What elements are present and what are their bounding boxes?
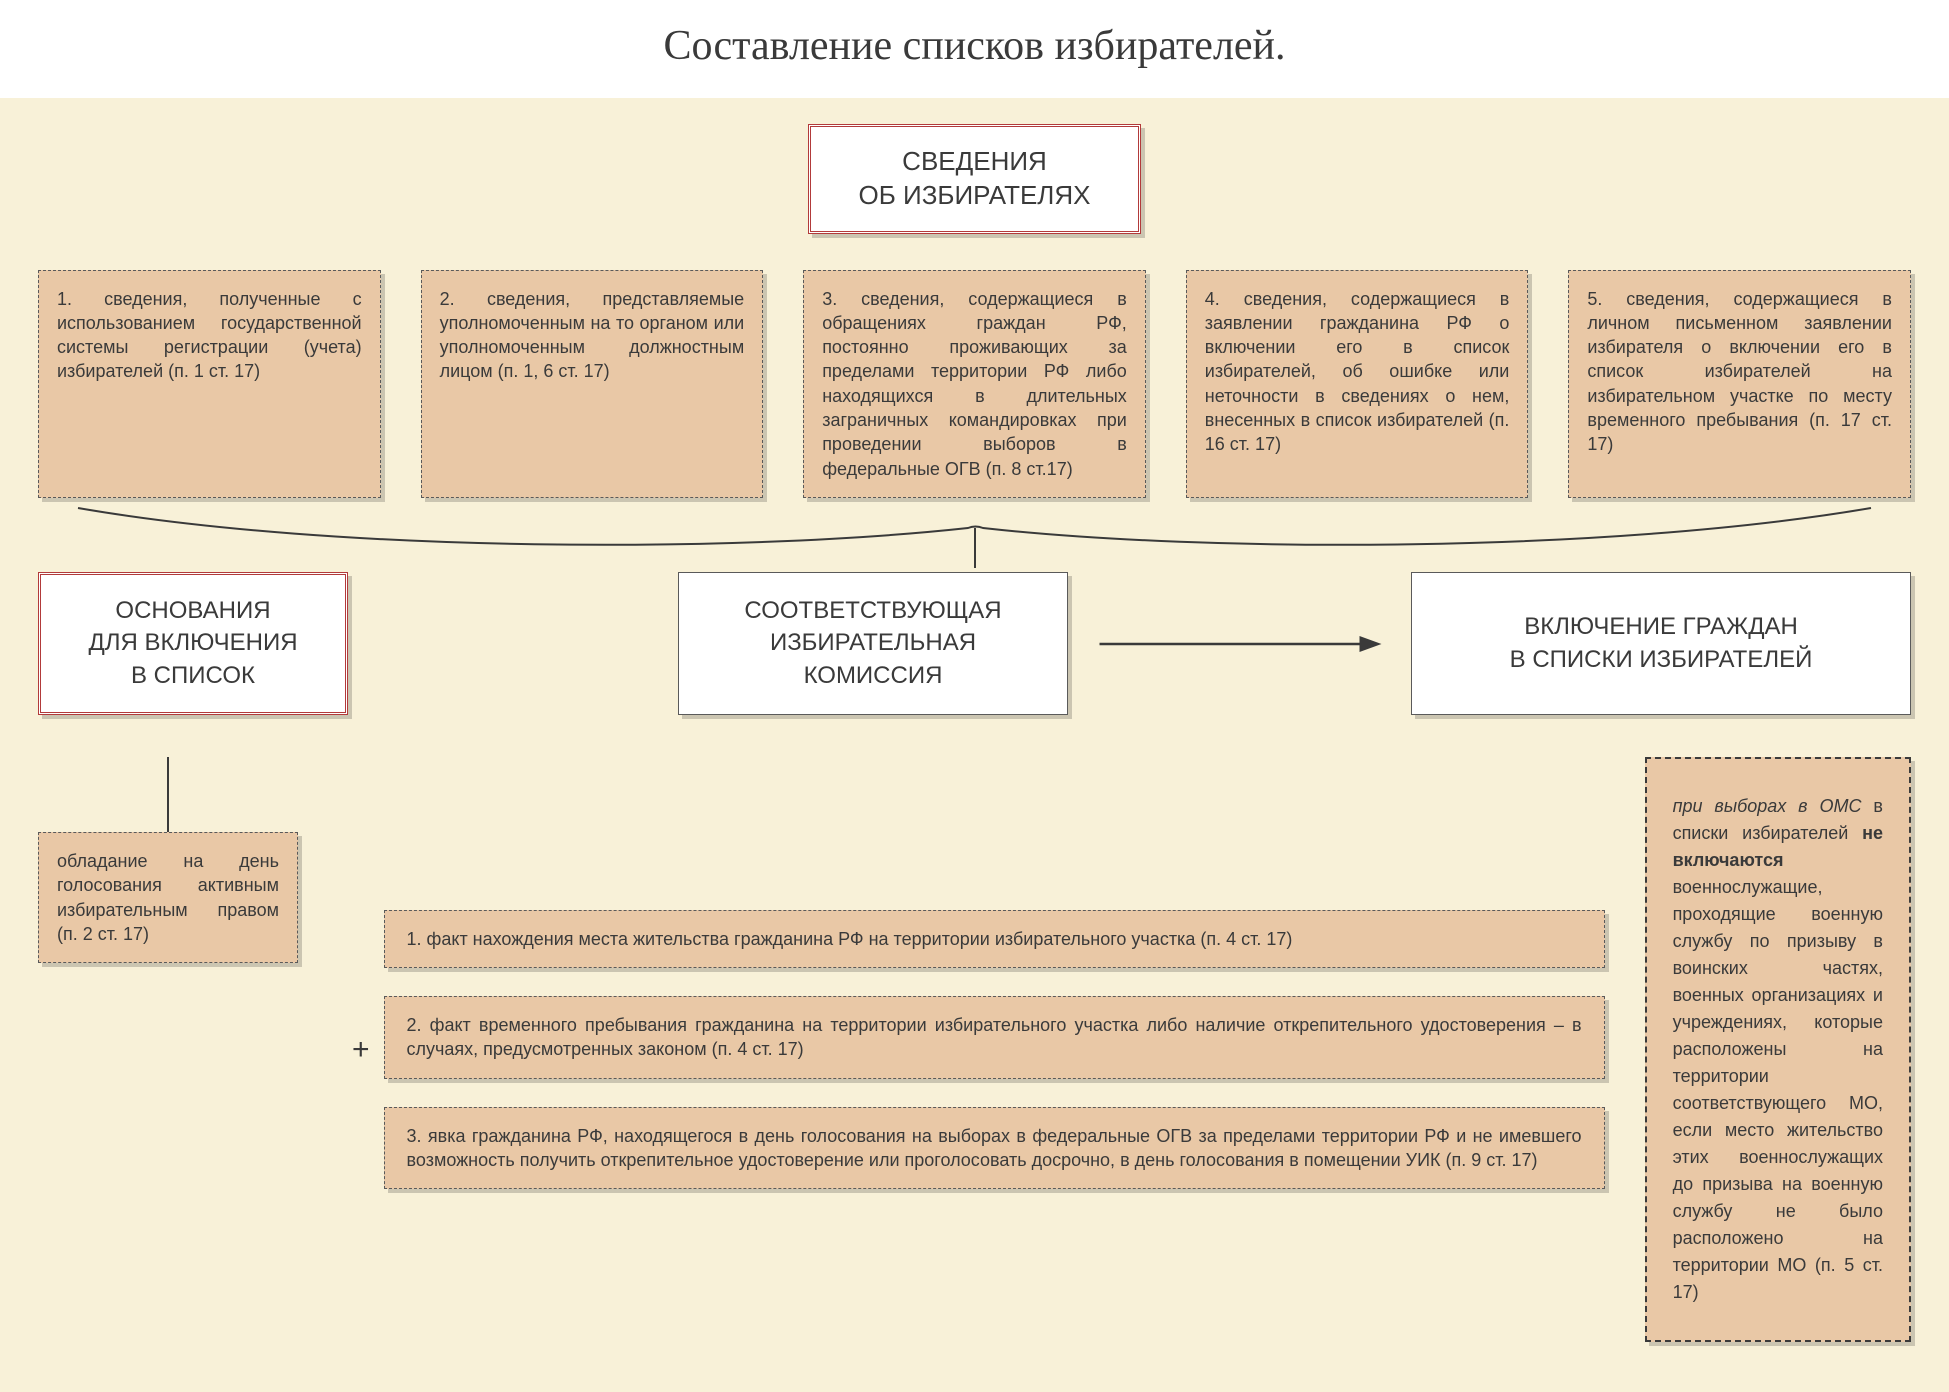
arrow-right-icon	[1068, 572, 1411, 715]
banner-line-1: СВЕДЕНИЯ	[902, 146, 1047, 176]
inclusion-box: ВКЛЮЧЕНИЕ ГРАЖДАН В СПИСКИ ИЗБИРАТЕЛЕЙ	[1411, 572, 1911, 715]
vertical-connector	[167, 757, 169, 832]
lower-row: обладание на день голосования активным и…	[38, 757, 1911, 1342]
grounds-box: ОСНОВАНИЯ ДЛЯ ВКЛЮЧЕНИЯ В СПИСОК	[38, 572, 348, 715]
exclusion-note: при выборах в ОМС в списки избирателей н…	[1645, 757, 1911, 1342]
commission-line-1: СООТВЕТСТВУЮЩАЯ	[744, 597, 1001, 624]
source-box-5: 5. сведения, содержащиеся в личном письм…	[1568, 270, 1911, 498]
banner-line-2: ОБ ИЗБИРАТЕЛЯХ	[859, 180, 1091, 210]
left-column: обладание на день голосования активным и…	[38, 757, 298, 1342]
commission-line-3: КОМИССИЯ	[804, 662, 943, 689]
source-box-1: 1. сведения, полученные с использованием…	[38, 270, 381, 498]
grounds-line-3: В СПИСОК	[131, 662, 255, 689]
source-box-2: 2. сведения, представляемые уполномоченн…	[421, 270, 764, 498]
diagram-canvas: СВЕДЕНИЯ ОБ ИЗБИРАТЕЛЯХ 1. сведения, пол…	[0, 98, 1949, 1392]
grounds-line-2: ДЛЯ ВКЛЮЧЕНИЯ	[88, 629, 297, 656]
header-banner: СВЕДЕНИЯ ОБ ИЗБИРАТЕЛЯХ	[808, 124, 1142, 234]
source-row: 1. сведения, полученные с использованием…	[38, 270, 1911, 498]
inclusion-line-2: В СПИСКИ ИЗБИРАТЕЛЕЙ	[1510, 646, 1813, 673]
fact-box-3: 3. явка гражданина РФ, находящегося в де…	[384, 1107, 1605, 1190]
brace-connector	[38, 498, 1911, 568]
facts-column: 1. факт нахождения места жительства граж…	[384, 910, 1605, 1189]
inclusion-line-1: ВКЛЮЧЕНИЕ ГРАЖДАН	[1524, 613, 1798, 640]
plus-icon: +	[338, 1033, 384, 1067]
source-box-3: 3. сведения, содержащиеся в обращениях г…	[803, 270, 1146, 498]
middle-row: ОСНОВАНИЯ ДЛЯ ВКЛЮЧЕНИЯ В СПИСОК СООТВЕТ…	[38, 572, 1911, 715]
source-box-4: 4. сведения, содержащиеся в заявлении гр…	[1186, 270, 1529, 498]
commission-box: СООТВЕТСТВУЮЩАЯ ИЗБИРАТЕЛЬНАЯ КОМИССИЯ	[678, 572, 1068, 715]
fact-box-2: 2. факт временного пребывания гражданина…	[384, 996, 1605, 1079]
page-title: Составление списков избирателей.	[0, 0, 1949, 98]
fact-box-1: 1. факт нахождения места жительства граж…	[384, 910, 1605, 968]
grounds-line-1: ОСНОВАНИЯ	[115, 597, 270, 624]
note-column: при выборах в ОМС в списки избирателей н…	[1645, 757, 1911, 1342]
active-right-box: обладание на день голосования активным и…	[38, 832, 298, 963]
commission-line-2: ИЗБИРАТЕЛЬНАЯ	[770, 629, 976, 656]
